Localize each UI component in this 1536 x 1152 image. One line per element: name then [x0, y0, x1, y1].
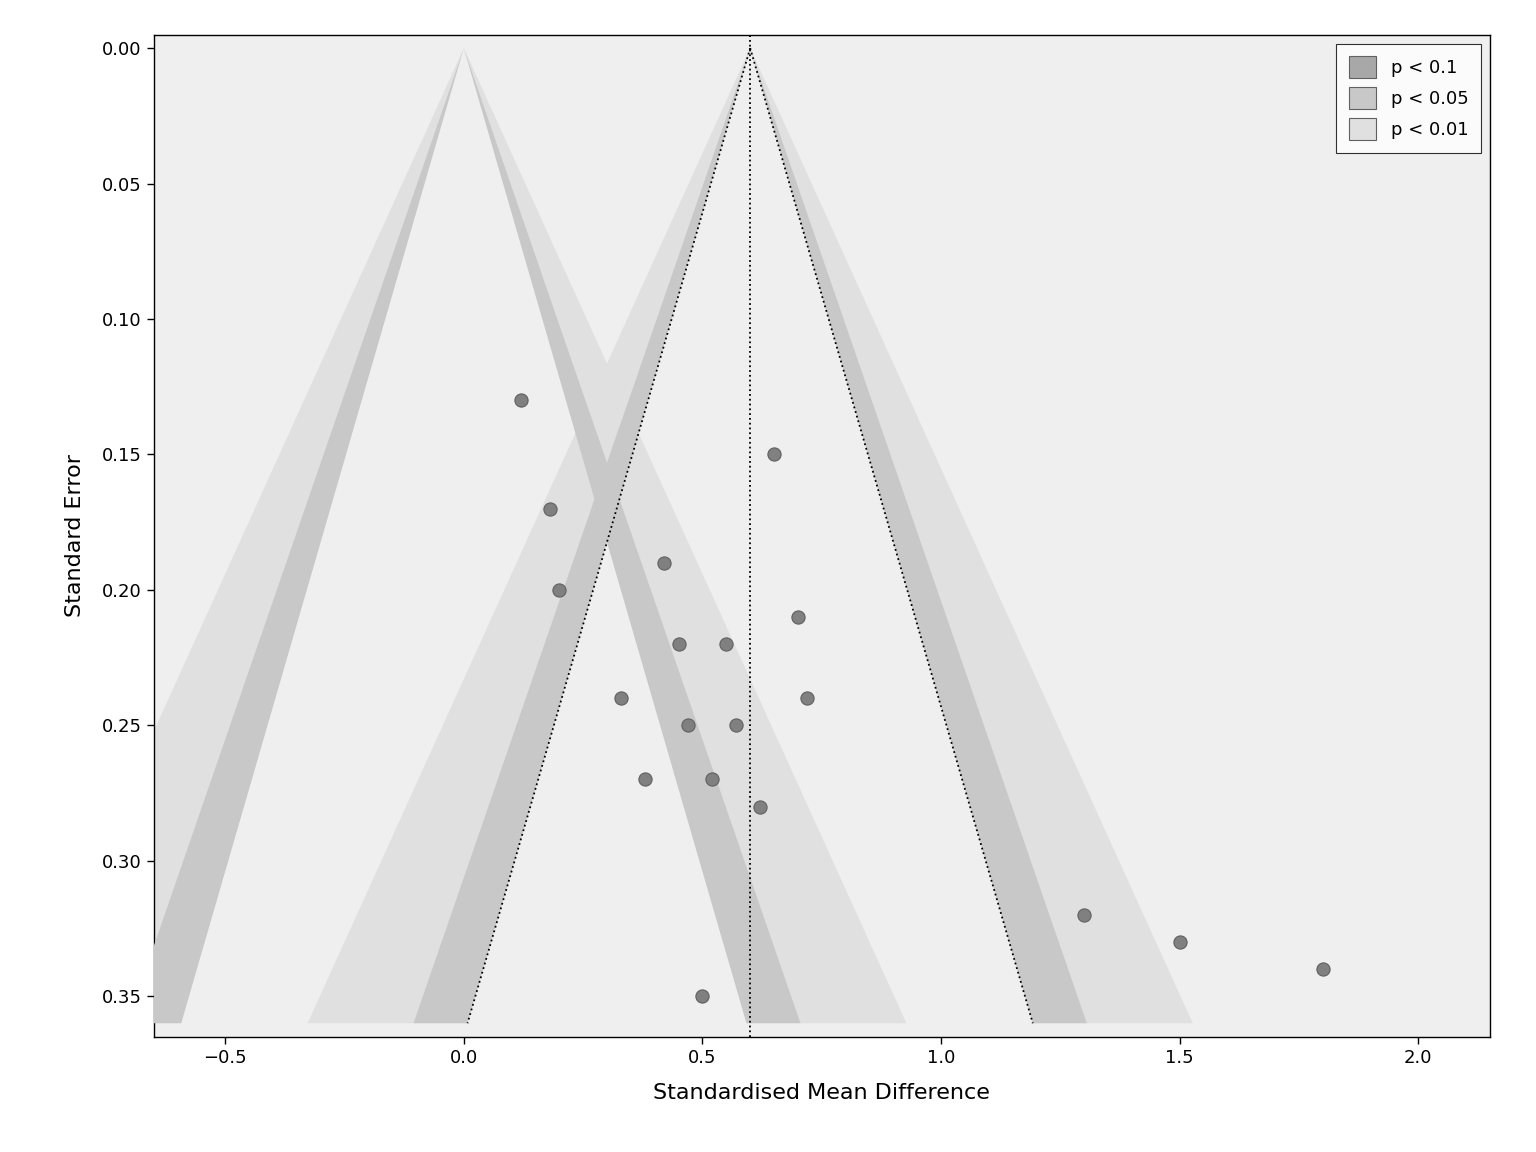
- Point: [1310, 960, 1335, 978]
- Point: [547, 581, 571, 599]
- Point: [1167, 933, 1192, 952]
- Point: [667, 635, 691, 653]
- Point: [610, 689, 634, 707]
- Point: [538, 499, 562, 517]
- Polygon shape: [22, 48, 464, 1023]
- Polygon shape: [464, 48, 906, 1023]
- Point: [785, 608, 809, 627]
- X-axis label: Standardised Mean Difference: Standardised Mean Difference: [653, 1083, 991, 1104]
- Polygon shape: [413, 48, 750, 1023]
- Point: [633, 771, 657, 789]
- Polygon shape: [750, 48, 1193, 1023]
- Polygon shape: [181, 48, 464, 1023]
- Point: [676, 717, 700, 735]
- Polygon shape: [467, 48, 750, 1023]
- Polygon shape: [750, 48, 1032, 1023]
- Polygon shape: [750, 48, 1087, 1023]
- Legend: p < 0.1, p < 0.05, p < 0.01: p < 0.1, p < 0.05, p < 0.01: [1336, 44, 1481, 153]
- Point: [1072, 905, 1097, 924]
- Point: [723, 717, 748, 735]
- Point: [700, 771, 725, 789]
- Point: [796, 689, 820, 707]
- Polygon shape: [127, 48, 464, 1023]
- Point: [690, 987, 714, 1006]
- Polygon shape: [307, 48, 750, 1023]
- Y-axis label: Standard Error: Standard Error: [65, 454, 84, 617]
- Polygon shape: [464, 48, 746, 1023]
- Polygon shape: [464, 48, 800, 1023]
- Point: [508, 391, 533, 409]
- Point: [714, 635, 739, 653]
- Point: [748, 797, 773, 816]
- Point: [762, 445, 786, 463]
- Point: [651, 554, 676, 573]
